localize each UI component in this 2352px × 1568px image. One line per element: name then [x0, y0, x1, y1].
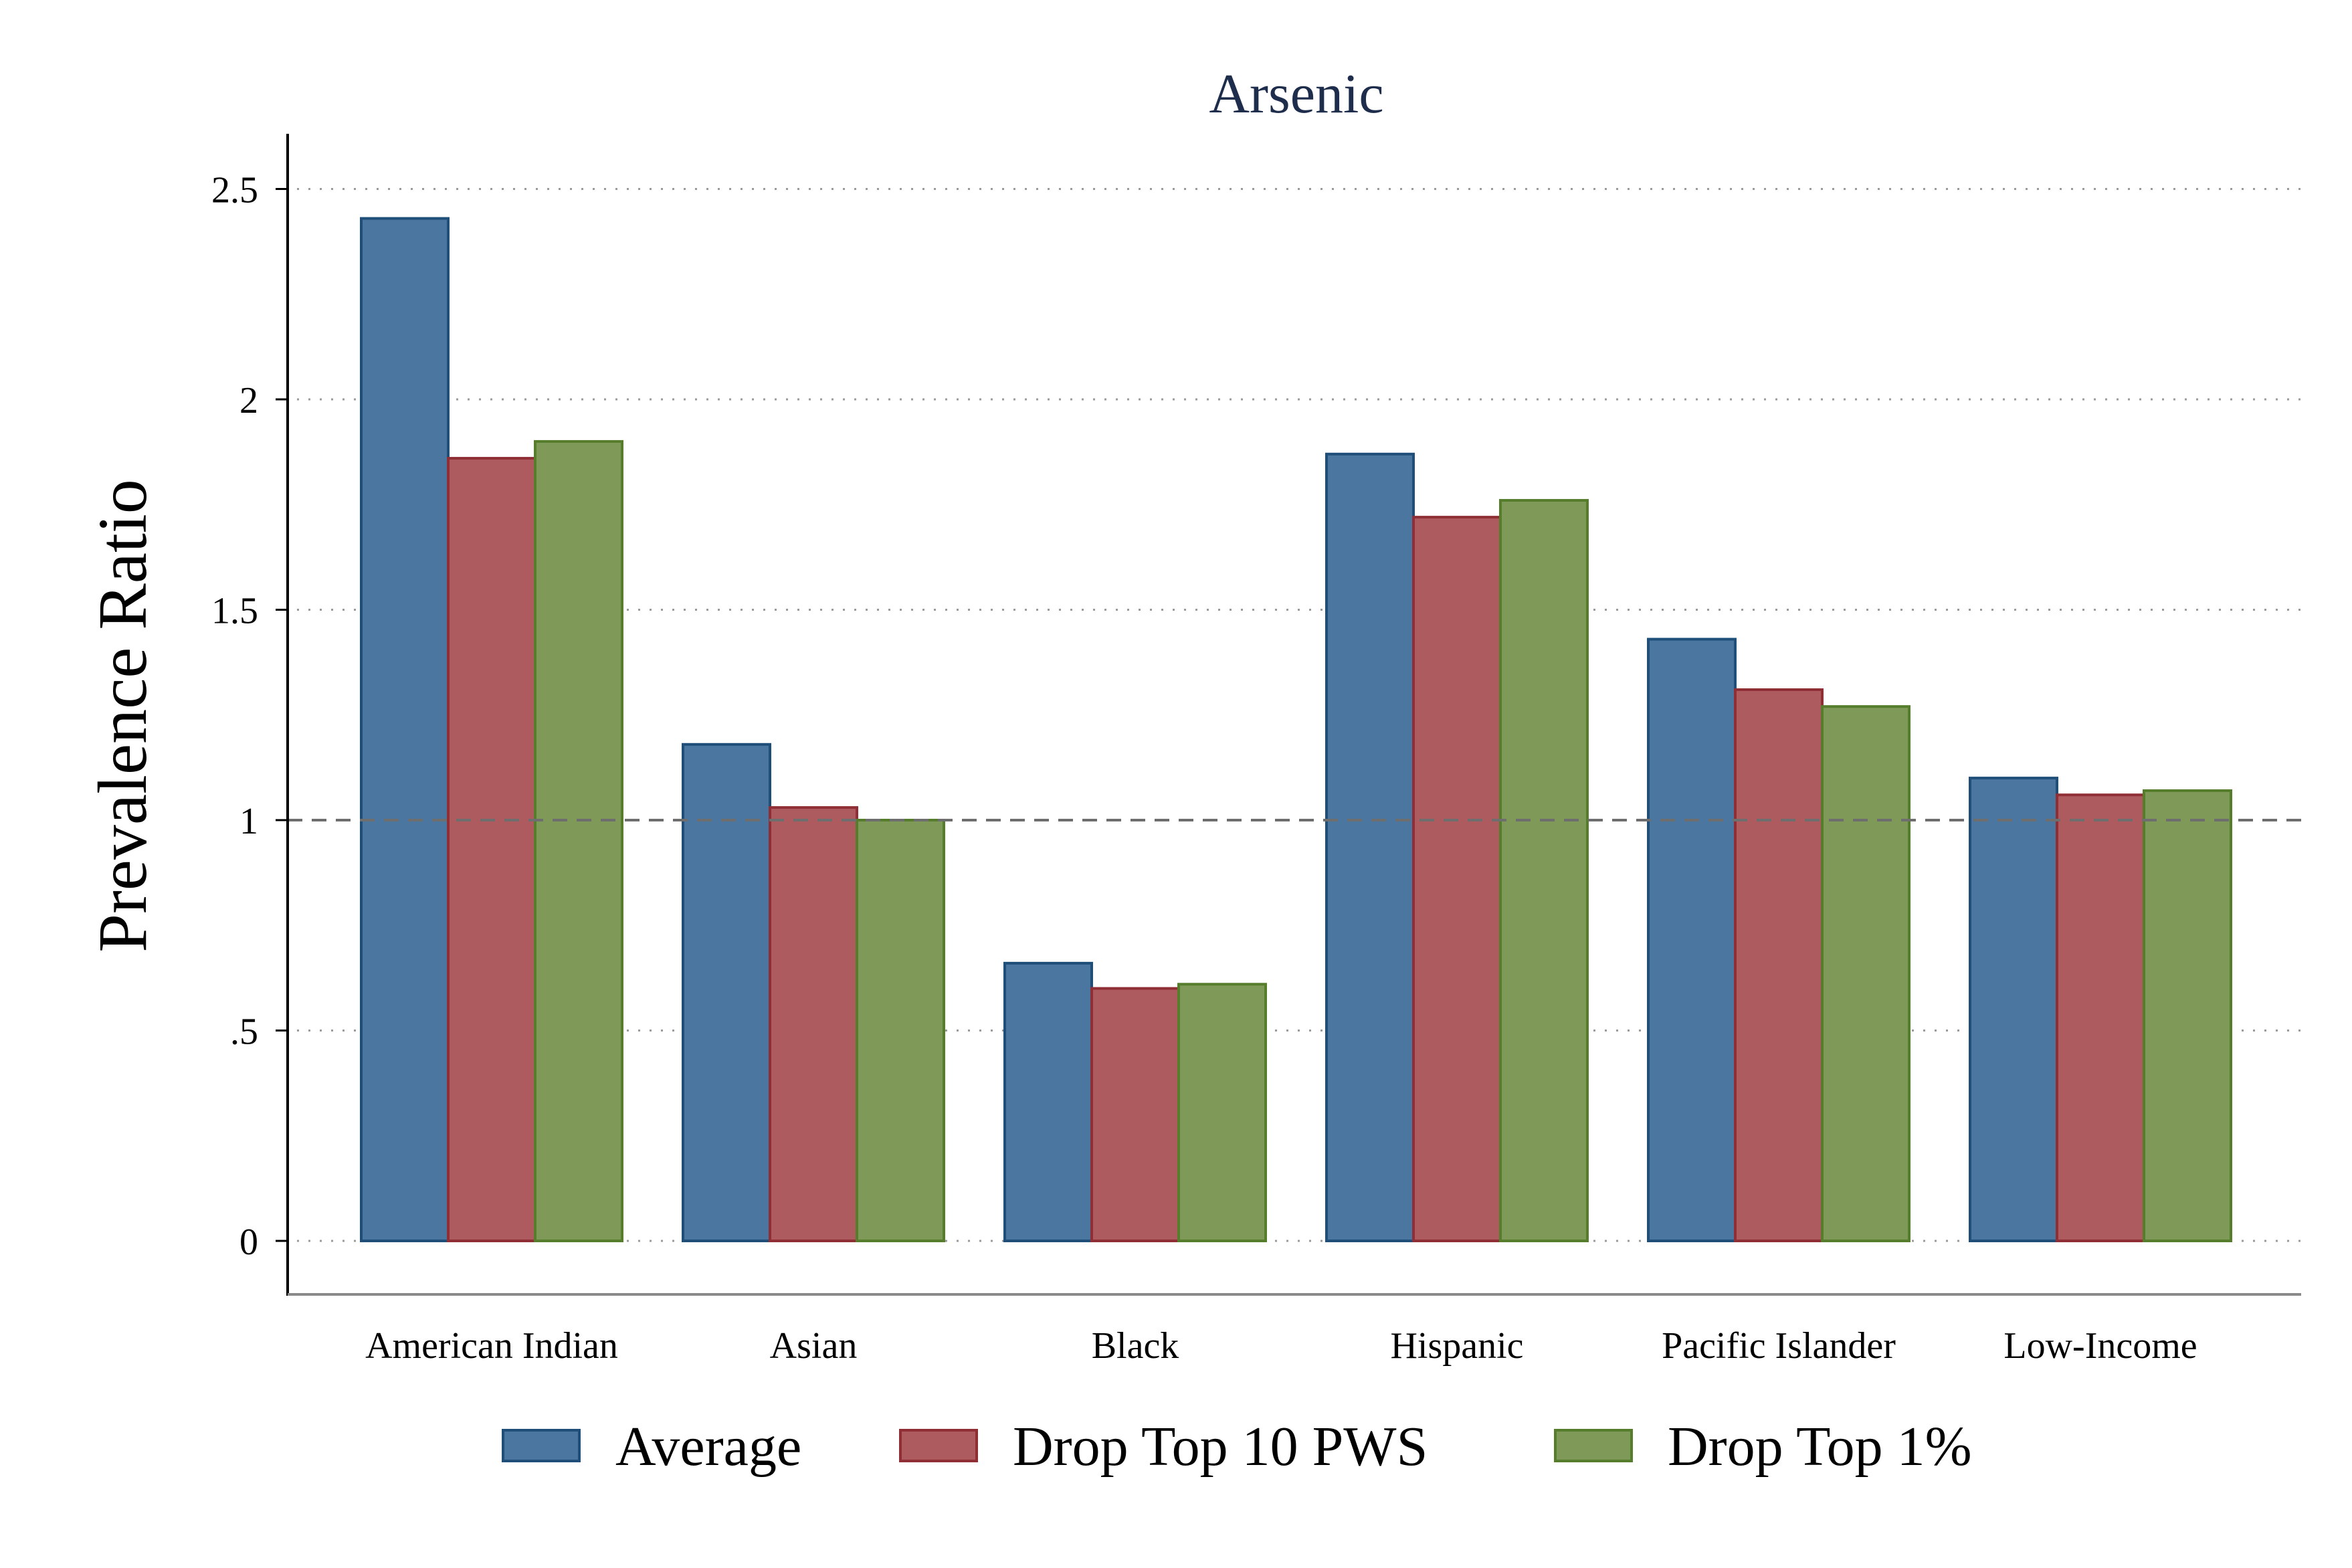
bar-asian-3 — [856, 819, 945, 1242]
x-tick-label: Hispanic — [1390, 1325, 1523, 1367]
bar-black-3 — [1177, 983, 1267, 1243]
y-tick-label: 1.5 — [211, 591, 258, 632]
y-tick-label: 2 — [239, 380, 258, 421]
axes — [286, 134, 2301, 1296]
grid-lines — [297, 188, 2301, 1242]
y-axis-label: Prevalence Ratio — [84, 479, 161, 952]
legend-label: Drop Top 1% — [1668, 1415, 1972, 1478]
bar-pacific-islander-3 — [1821, 705, 1910, 1243]
bar-low-income-2 — [2056, 793, 2145, 1242]
legend-label: Average — [615, 1415, 801, 1478]
y-tick-label: 0 — [239, 1221, 258, 1263]
y-tick-label: 1 — [239, 801, 258, 842]
y-tick-label: .5 — [230, 1011, 258, 1053]
bar-pacific-islander-1 — [1647, 638, 1737, 1242]
legend-swatch — [502, 1429, 581, 1462]
bar-low-income-3 — [2143, 789, 2232, 1242]
chart-title: Arsenic — [1209, 63, 1383, 125]
legend-label: Drop Top 10 PWS — [1013, 1415, 1428, 1478]
bar-hispanic-3 — [1499, 498, 1589, 1243]
bar-low-income-1 — [1969, 777, 2058, 1242]
x-tick-label: Pacific Islander — [1662, 1325, 1896, 1367]
bar-american-indian-2 — [447, 457, 536, 1242]
bar-black-1 — [1003, 961, 1093, 1242]
x-tick-label: American Indian — [365, 1325, 618, 1367]
bar-hispanic-1 — [1325, 452, 1415, 1242]
y-tick-label: 2.5 — [211, 170, 258, 211]
x-tick-label: Black — [1092, 1325, 1179, 1367]
x-tick-labels: American Indian Asian Black Hispanic Pacific… — [365, 1325, 2197, 1367]
legend-swatch — [1554, 1429, 1633, 1462]
legend-swatch — [899, 1429, 978, 1462]
bar-asian-2 — [769, 806, 858, 1242]
y-ticks: 0 .5 1 1.5 2 2.5 — [211, 170, 288, 1263]
bar-black-2 — [1090, 987, 1180, 1242]
legend: Average Drop Top 10 PWS Drop Top 1% — [502, 1415, 1972, 1478]
x-tick-label: Asian — [770, 1325, 858, 1367]
bar-american-indian-3 — [534, 439, 623, 1242]
x-tick-label: Low-Income — [2003, 1325, 2197, 1367]
bar-american-indian-1 — [360, 217, 450, 1242]
bars — [360, 217, 2232, 1243]
bar-pacific-islander-2 — [1734, 688, 1824, 1242]
bar-hispanic-2 — [1412, 516, 1502, 1242]
